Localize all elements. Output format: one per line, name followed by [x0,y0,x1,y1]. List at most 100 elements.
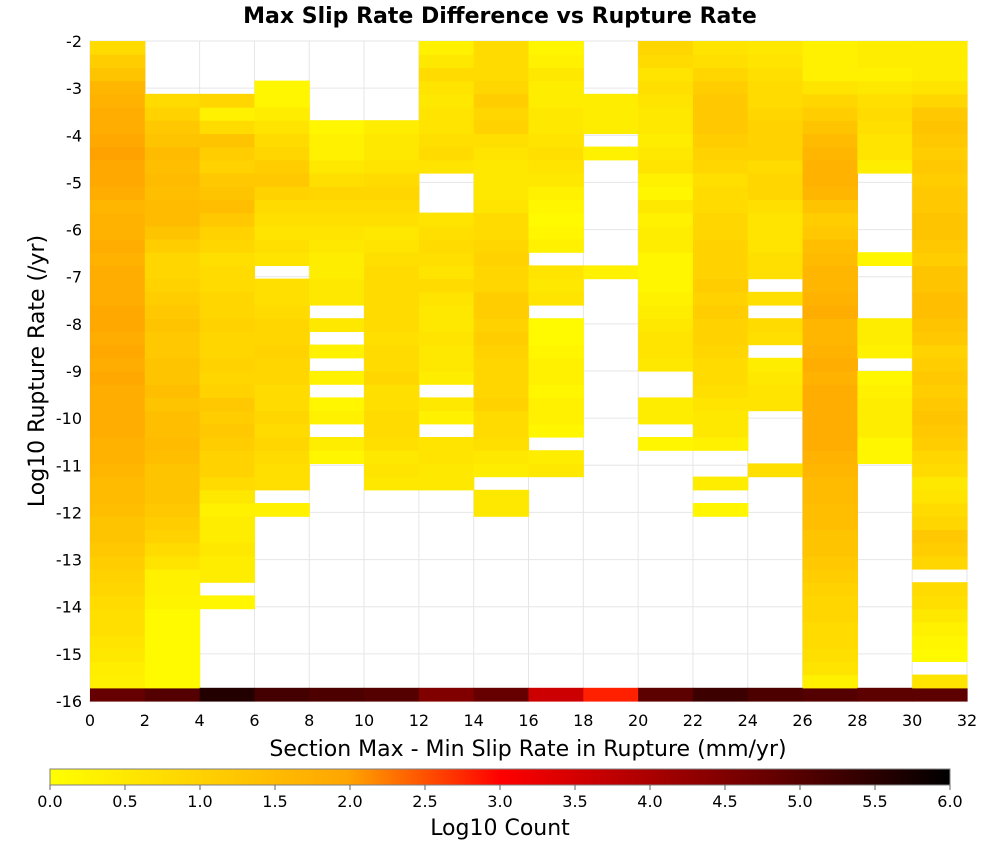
heatmap-cell [144,239,201,253]
heatmap-cell [144,252,201,266]
heatmap-cell [90,252,146,266]
heatmap-cell [802,450,858,464]
y-tick-label: -13 [56,551,82,570]
heatmap-cell [912,542,968,557]
heatmap-cell [144,542,201,557]
heatmap-cell [364,159,420,174]
heatmap-cell [309,133,365,148]
heatmap-cell [857,318,913,332]
heatmap-cell [912,199,968,214]
heatmap-cell [309,450,365,464]
heatmap-cell [254,344,310,359]
heatmap-cell [90,107,146,121]
heatmap-cell [254,133,310,148]
heatmap-cell [199,186,256,200]
heatmap-cell [199,107,256,121]
heatmap-cell [473,225,530,240]
colorbar-tick-label: 2.0 [337,792,362,811]
heatmap-cell [364,225,420,240]
heatmap-cell [528,371,584,385]
heatmap-cell [144,278,201,293]
heatmap-cell [199,489,256,504]
heatmap-cell [692,41,749,42]
heatmap-cell [692,397,749,412]
heatmap-cell [473,199,530,214]
heatmap-cell [144,437,201,451]
heatmap-cell [692,212,749,227]
heatmap-cell [528,199,584,214]
heatmap-cell [90,371,146,385]
colorbar-ticks: 0.0 0.5 1.0 1.5 2.0 2.5 3.0 3.5 4.0 4.5 5.0 5.5 6.0 [37,785,963,811]
heatmap-cell [199,225,256,240]
heatmap-cell [364,291,420,306]
heatmap-cell [90,41,146,42]
heatmap-cell [638,67,694,82]
heatmap-cell [90,225,146,240]
heatmap-cell [638,437,694,451]
heatmap-cell [473,489,530,504]
heatmap-cell [528,331,584,346]
heatmap-cell [199,305,256,319]
heatmap-cell [528,423,584,438]
heatmap-cell [638,410,694,425]
heatmap-cell [912,687,968,702]
heatmap-cell [473,41,530,55]
heatmap-cell [528,80,584,95]
heatmap-cell [364,450,420,464]
y-tick-label: -5 [66,173,82,192]
heatmap-cells [90,41,968,702]
heatmap-cell [473,291,530,306]
heatmap-cell [364,146,420,161]
colorbar-tick-label: 1.5 [262,792,287,811]
heatmap-cell [857,146,913,161]
heatmap-cell [199,503,256,517]
heatmap-cell [802,621,858,636]
heatmap-cell [144,120,201,134]
heatmap-cell [90,41,146,55]
heatmap-cell [90,318,146,332]
heatmap-cell [802,489,858,504]
heatmap-cell [144,476,201,491]
heatmap-cell [528,41,584,55]
heatmap-cell [528,687,584,702]
heatmap-cell [418,67,475,82]
heatmap-cell [638,305,694,319]
heatmap-cell [418,93,475,108]
heatmap-cell [90,291,146,306]
heatmap-cell [418,41,475,42]
heatmap-cell [254,357,310,372]
heatmap-cell [418,450,475,464]
heatmap-cell [254,371,310,385]
heatmap-cell [144,397,201,412]
heatmap-cell [418,225,475,240]
heatmap-cell [144,621,201,636]
heatmap-cell [418,212,475,227]
heatmap-cell [364,437,420,451]
heatmap-cell [418,410,475,425]
y-tick-label: -4 [66,126,82,145]
heatmap-cell [364,133,420,148]
heatmap-cell [692,291,749,306]
heatmap-cell [254,410,310,425]
heatmap-cell [802,41,858,55]
heatmap-cell [528,93,584,108]
heatmap-cell [747,371,804,385]
heatmap-cell [144,331,201,346]
heatmap-cell [912,239,968,253]
heatmap-cell [364,476,420,491]
heatmap-cell [912,582,968,596]
heatmap-cell [90,344,146,359]
heatmap-cell [747,265,804,280]
heatmap-cell [802,397,858,412]
heatmap-cell [473,423,530,438]
heatmap-cell [418,371,475,385]
heatmap-cell [309,344,365,359]
colorbar-tick-label: 4.0 [637,792,662,811]
x-tick-label: 24 [738,711,758,730]
heatmap-cell [473,54,530,68]
heatmap-cell [90,67,146,82]
heatmap-cell [638,225,694,240]
y-tick-label: -12 [56,503,82,522]
heatmap-cell [364,252,420,266]
heatmap-cell [90,146,146,161]
